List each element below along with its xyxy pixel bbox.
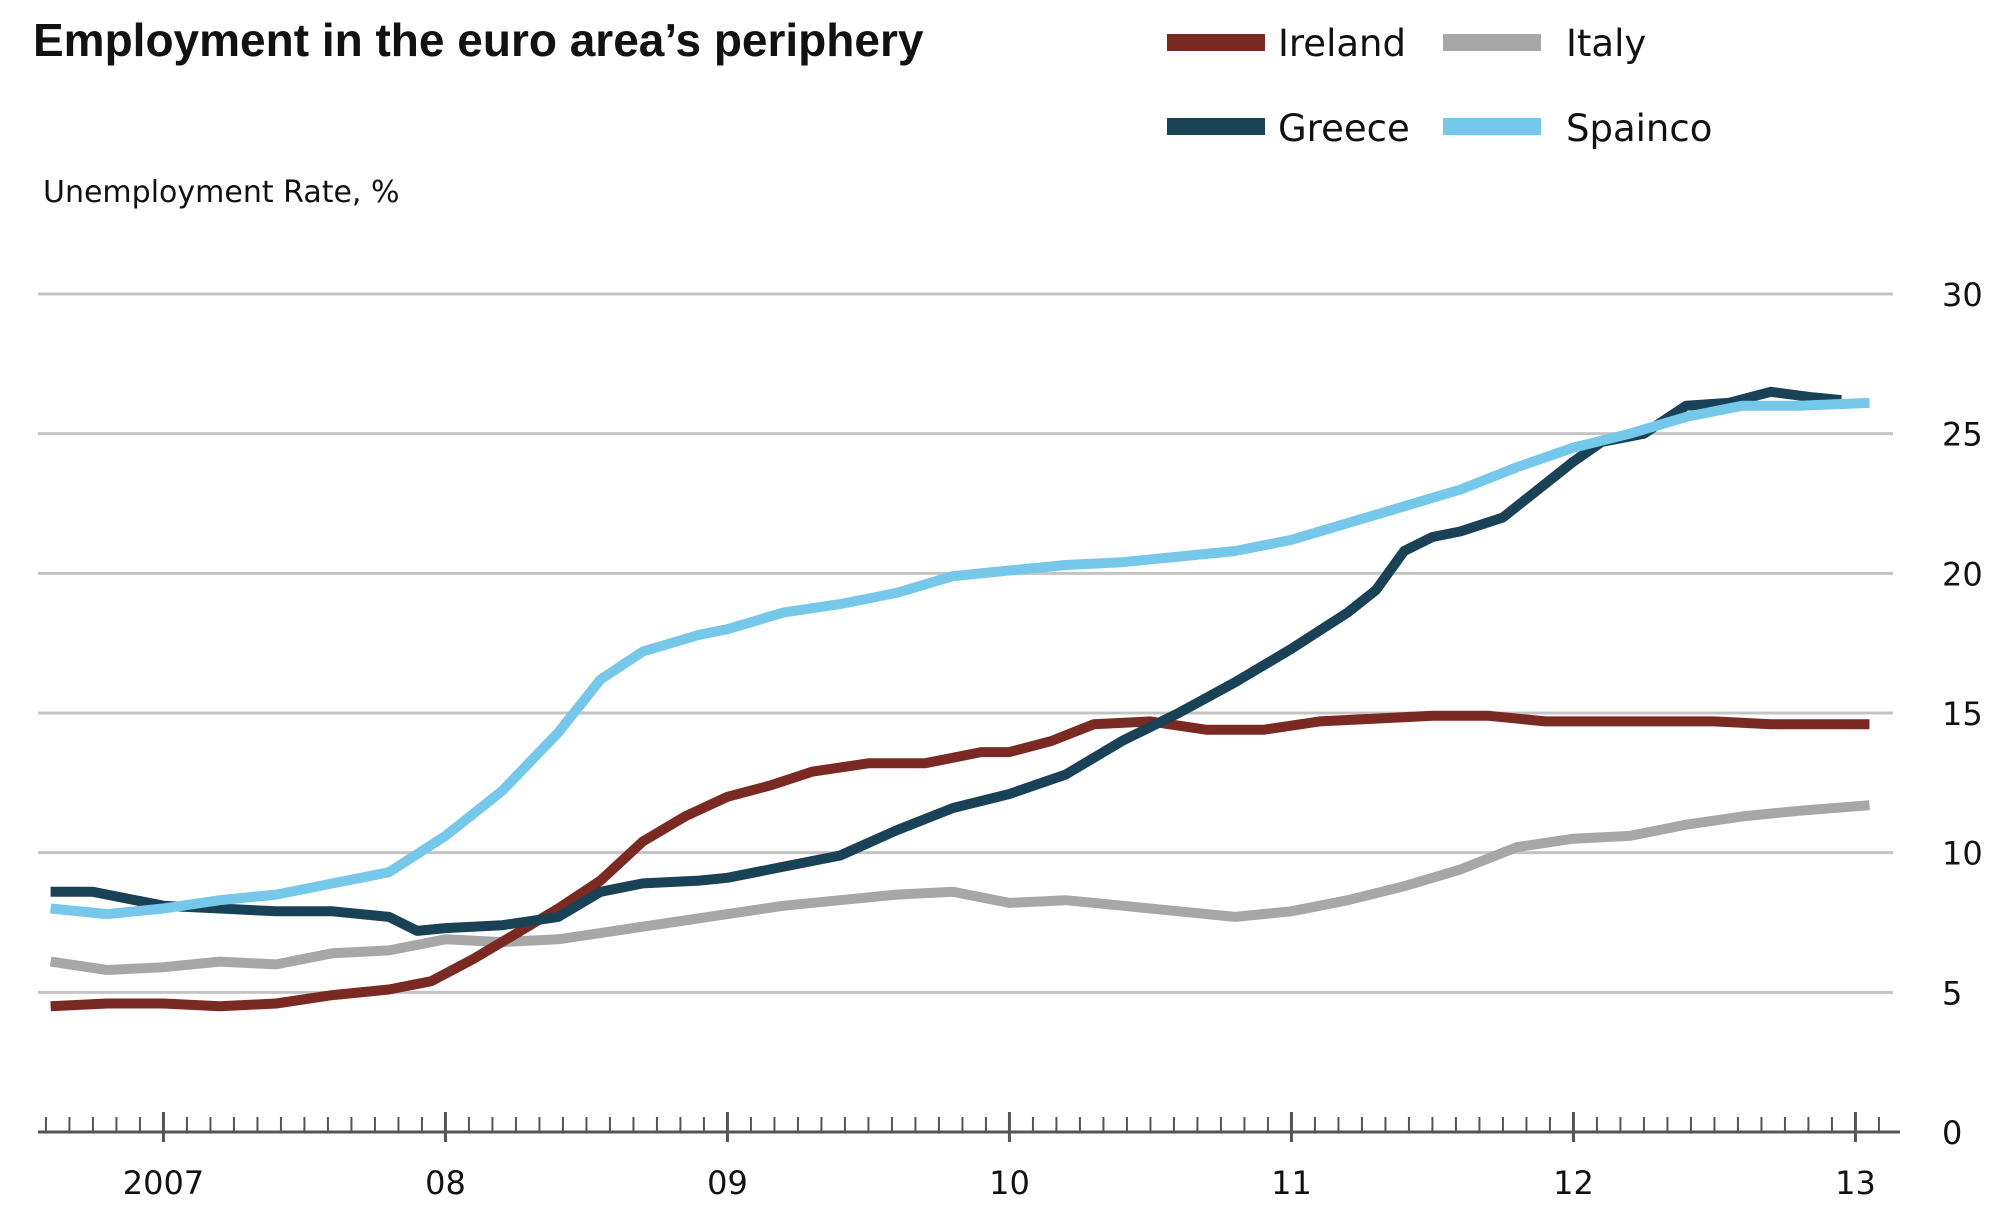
y-tick-label: 0 <box>1942 1114 1962 1152</box>
legend-swatch-italy <box>1443 34 1541 51</box>
y-tick-label: 30 <box>1942 276 1983 314</box>
x-tick-label: 11 <box>1271 1164 1312 1202</box>
series-line-italy <box>49 800 1870 975</box>
y-tick-labels: 0 5 10 15 20 25 30 <box>1942 276 1983 1152</box>
legend-swatch-greece <box>1167 118 1265 135</box>
x-axis: 2007 08 09 10 11 12 13 <box>38 1112 1900 1202</box>
x-tick-label: 09 <box>707 1164 748 1202</box>
x-tick-label: 10 <box>989 1164 1030 1202</box>
legend-label-ireland: Ireland <box>1278 22 1406 65</box>
legend-label-greece: Greece <box>1278 107 1410 150</box>
x-tick-label: 08 <box>425 1164 466 1202</box>
series-line-spainco <box>50 397 1870 920</box>
y-axis-label: Unemployment Rate, % <box>43 175 400 210</box>
y-tick-label: 25 <box>1942 416 1983 454</box>
y-tick-label: 15 <box>1942 695 1983 733</box>
gridlines <box>38 292 1893 994</box>
series-lines <box>49 386 1870 1012</box>
chart-title: Employment in the euro area’s periphery <box>33 14 924 66</box>
y-tick-label: 20 <box>1942 555 1983 593</box>
y-tick-label: 10 <box>1942 835 1983 873</box>
legend-label-spainco: Spainco <box>1566 107 1712 150</box>
x-tick-label: 12 <box>1553 1164 1594 1202</box>
series-line-ireland <box>50 710 1870 1012</box>
y-tick-label: 5 <box>1942 974 1962 1012</box>
legend-swatch-spainco <box>1443 118 1541 135</box>
legend: Ireland Italy Greece Spainco <box>1167 22 1712 150</box>
x-tick-label: 2007 <box>123 1164 204 1202</box>
series-line-greece <box>50 386 1842 936</box>
x-tick-label: 13 <box>1835 1164 1876 1202</box>
legend-swatch-ireland <box>1167 34 1265 51</box>
legend-label-italy: Italy <box>1566 22 1646 65</box>
